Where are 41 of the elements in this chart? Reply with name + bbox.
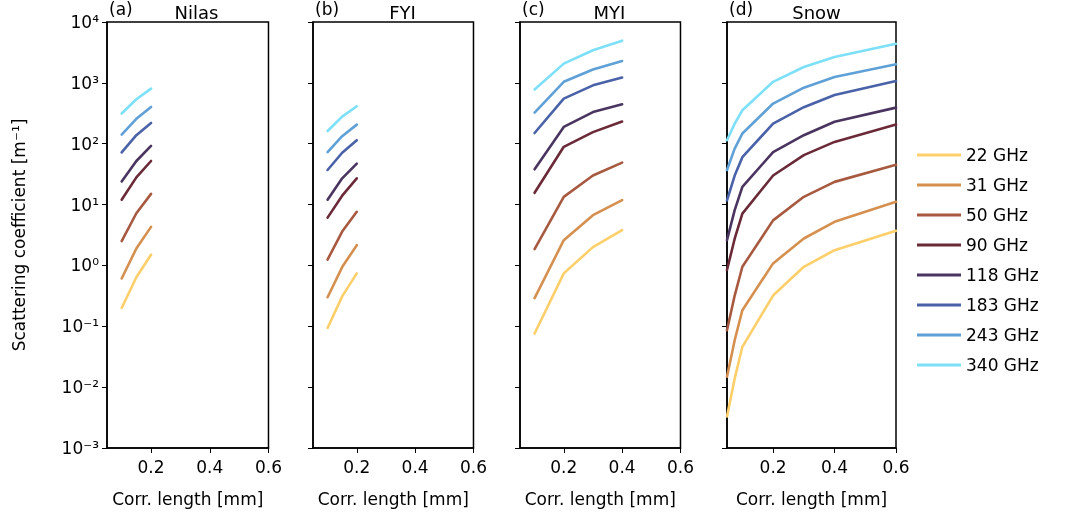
legend-label: 340 GHz (966, 355, 1039, 375)
chart-title: Nilas (174, 1, 219, 23)
text: (b) (315, 0, 340, 19)
y-axis-title: Scattering coefficient [m⁻¹] (8, 118, 29, 352)
x-tick-label: 0.4 (608, 456, 636, 477)
x-axis-title: Corr. length [mm] (317, 488, 469, 509)
x-tick-label: 0.4 (196, 456, 224, 477)
y-tick-label: 10⁻¹ (61, 316, 99, 337)
x-tick-label: 0.6 (459, 456, 488, 477)
legend-label: 31 GHz (966, 175, 1028, 195)
y-tick-label: 10⁰ (70, 255, 100, 276)
legend-label: 243 GHz (966, 325, 1039, 345)
text: (a) (109, 0, 133, 19)
y-tick-label: 10⁴ (70, 12, 100, 32)
legend-label: 90 GHz (966, 235, 1028, 255)
x-axis-title: Corr. length [mm] (524, 488, 676, 509)
chart-title: FYI (389, 1, 416, 23)
x-tick-label: 0.2 (343, 456, 371, 477)
x-axis-title: Corr. length [mm] (112, 488, 264, 509)
y-tick-label: 10⁻³ (61, 438, 99, 458)
x-tick-label: 0.2 (137, 456, 165, 477)
chart-title: MYI (593, 1, 626, 23)
legend-label: 50 GHz (966, 205, 1028, 225)
x-tick-label: 0.4 (821, 456, 849, 477)
legend-label: 183 GHz (966, 295, 1039, 315)
text: (d) (729, 0, 754, 19)
x-tick-label: 0.4 (401, 456, 429, 477)
chart-title: Snow (792, 1, 841, 23)
y-tick-label: 10¹ (70, 194, 99, 215)
x-tick-label: 0.6 (882, 456, 910, 477)
y-tick-label: 10⁻² (61, 377, 99, 398)
y-tick-label: 10² (70, 133, 99, 154)
x-tick-label: 0.6 (254, 456, 283, 477)
x-tick-label: 0.6 (666, 456, 695, 477)
y-tick-label: 10³ (70, 72, 99, 93)
text: (c) (522, 0, 545, 19)
legend-label: 118 GHz (966, 265, 1039, 285)
x-axis-title: Corr. length [mm] (735, 488, 888, 509)
x-tick-label: 0.2 (550, 456, 578, 477)
x-tick-label: 0.2 (759, 456, 787, 477)
legend-label: 22 GHz (966, 145, 1028, 165)
